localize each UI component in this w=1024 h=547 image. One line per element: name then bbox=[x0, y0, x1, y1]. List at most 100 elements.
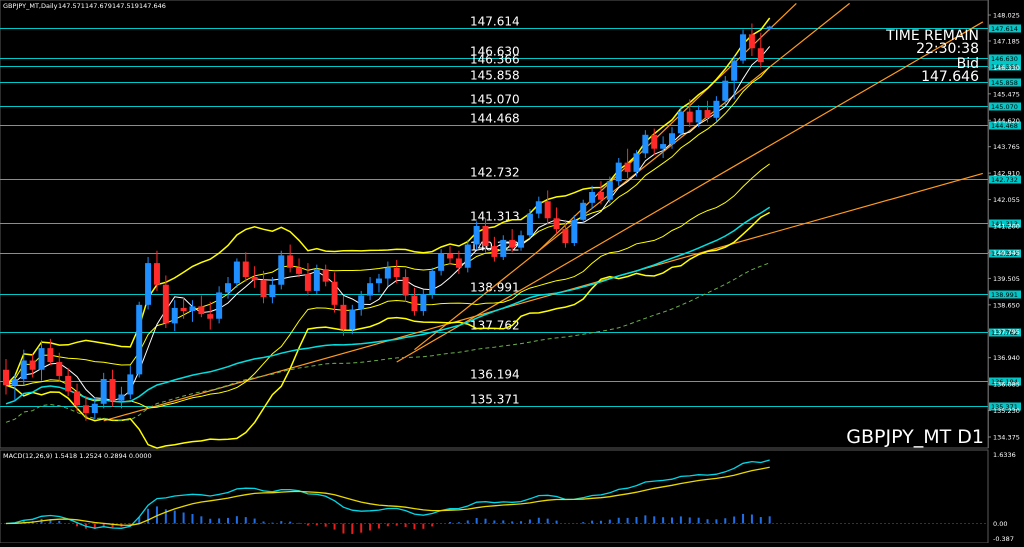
candle-body bbox=[153, 263, 160, 285]
bollinger-lower-2 bbox=[5, 211, 771, 449]
header-open: 147.571 bbox=[58, 2, 85, 10]
candle-body bbox=[225, 283, 231, 293]
macd-tick-zero: 0.00 bbox=[993, 520, 1007, 528]
candle-body bbox=[393, 267, 400, 278]
candle-body bbox=[136, 304, 143, 375]
trend-line-steep bbox=[414, 2, 850, 351]
candle-body bbox=[233, 261, 240, 284]
level-axis-tag-text: 136.194 bbox=[991, 378, 1018, 386]
level-axis-tag-text: 147.614 bbox=[991, 25, 1018, 33]
candle-body bbox=[473, 226, 480, 245]
level-axis-tag-text: 145.070 bbox=[991, 103, 1018, 111]
level-label: 146.630 bbox=[470, 45, 520, 59]
axis-tick-label: 139.505 bbox=[993, 275, 1020, 283]
candle-body bbox=[20, 360, 27, 380]
macd-tick-top: 1.6336 bbox=[993, 451, 1016, 459]
candle-body bbox=[633, 153, 640, 172]
macd-signal-line bbox=[5, 466, 770, 526]
candle-body bbox=[349, 309, 356, 330]
candle-body bbox=[56, 362, 63, 376]
candle-body bbox=[695, 110, 702, 123]
level-label: 145.858 bbox=[470, 69, 520, 83]
horizontal-levels: 147.614147.614146.630146.630146.366146.3… bbox=[0, 15, 1021, 411]
candle-body bbox=[597, 191, 604, 200]
candle-body bbox=[358, 295, 365, 310]
candle-body bbox=[748, 34, 755, 49]
candle-body bbox=[322, 269, 329, 282]
macd-label: MACD(12,26,9) 1.5418 1.2524 0.2894 0.000… bbox=[3, 452, 152, 460]
time-remain-label: TIME REMAIN bbox=[885, 28, 979, 44]
candle-body bbox=[198, 306, 205, 315]
macd-tick-bottom: -0.387 bbox=[993, 535, 1014, 543]
level-axis-tag-text: 138.991 bbox=[991, 291, 1018, 299]
level-axis-tag bbox=[989, 402, 1021, 411]
level-axis-tag bbox=[989, 24, 1021, 33]
level-label: 145.070 bbox=[470, 93, 520, 107]
candle-body bbox=[296, 267, 303, 274]
candle-body bbox=[606, 181, 613, 200]
axis-tick-label: 136.940 bbox=[993, 354, 1020, 362]
candle-body bbox=[3, 369, 9, 386]
level-axis-tag-text: 141.313 bbox=[991, 220, 1018, 228]
trend-line-mid bbox=[396, 21, 984, 363]
candle-body bbox=[367, 283, 374, 296]
candle-body bbox=[47, 348, 54, 363]
bid-value: 147.646 bbox=[921, 69, 979, 85]
candle-body bbox=[251, 277, 258, 281]
candle-body bbox=[65, 375, 72, 392]
candle-body bbox=[145, 263, 152, 305]
header-close: 147.646 bbox=[139, 2, 166, 10]
trend-line-steepest bbox=[538, 2, 797, 252]
level-axis-tag-text: 142.732 bbox=[991, 176, 1018, 184]
candle-body bbox=[118, 394, 125, 401]
level-axis-tag-text: 135.371 bbox=[991, 403, 1018, 411]
long-ma-dashed-line bbox=[5, 262, 770, 423]
level-axis-tag bbox=[989, 290, 1021, 299]
candle-body bbox=[660, 144, 667, 149]
level-axis-tag bbox=[989, 249, 1021, 258]
time-remain-value: 22:30:38 bbox=[916, 41, 979, 57]
level-axis-tag bbox=[989, 78, 1021, 87]
candle-body bbox=[544, 201, 551, 219]
level-axis-tag-text: 144.468 bbox=[991, 122, 1018, 130]
level-axis-tag-text: 137.762 bbox=[991, 329, 1018, 337]
level-label: 141.313 bbox=[470, 210, 520, 224]
candle-body bbox=[624, 162, 631, 172]
candle-body bbox=[722, 80, 729, 101]
candle-body bbox=[651, 134, 658, 149]
candle-body bbox=[731, 60, 738, 81]
header-symbol: GBPJPY_MT,Daily bbox=[3, 2, 58, 10]
level-axis-tag bbox=[989, 121, 1021, 130]
candle-body bbox=[304, 273, 311, 291]
candle-body bbox=[642, 134, 649, 154]
candle-body bbox=[109, 379, 116, 401]
level-axis-tag-text: 145.858 bbox=[991, 79, 1018, 87]
candle-body bbox=[162, 284, 169, 324]
candle-body bbox=[402, 277, 409, 296]
candle-body bbox=[429, 270, 436, 295]
candle-body bbox=[207, 314, 214, 319]
level-label: 146.366 bbox=[470, 53, 520, 67]
candle-body bbox=[562, 229, 569, 244]
level-axis-tag bbox=[989, 102, 1021, 111]
candle-body bbox=[411, 295, 418, 312]
candle-body bbox=[571, 219, 578, 244]
level-axis-tag bbox=[989, 328, 1021, 337]
candle-body bbox=[287, 255, 294, 268]
candle-body bbox=[615, 162, 622, 182]
axis-tick-label: 142.055 bbox=[993, 196, 1020, 204]
candle-body bbox=[180, 307, 187, 312]
candle-body bbox=[482, 226, 489, 247]
axis-tick-label: 135.230 bbox=[993, 407, 1020, 415]
candle-body bbox=[740, 34, 747, 61]
candle-body bbox=[447, 253, 453, 259]
level-axis-tag-text: 146.366 bbox=[991, 63, 1018, 71]
candle-body bbox=[669, 133, 675, 145]
candle-body bbox=[464, 244, 471, 268]
macd-indicator bbox=[0, 459, 988, 534]
candle-body bbox=[375, 278, 382, 284]
candle-body bbox=[713, 100, 720, 118]
candle-body bbox=[91, 403, 98, 414]
macd-panel-frame bbox=[0, 449, 989, 544]
